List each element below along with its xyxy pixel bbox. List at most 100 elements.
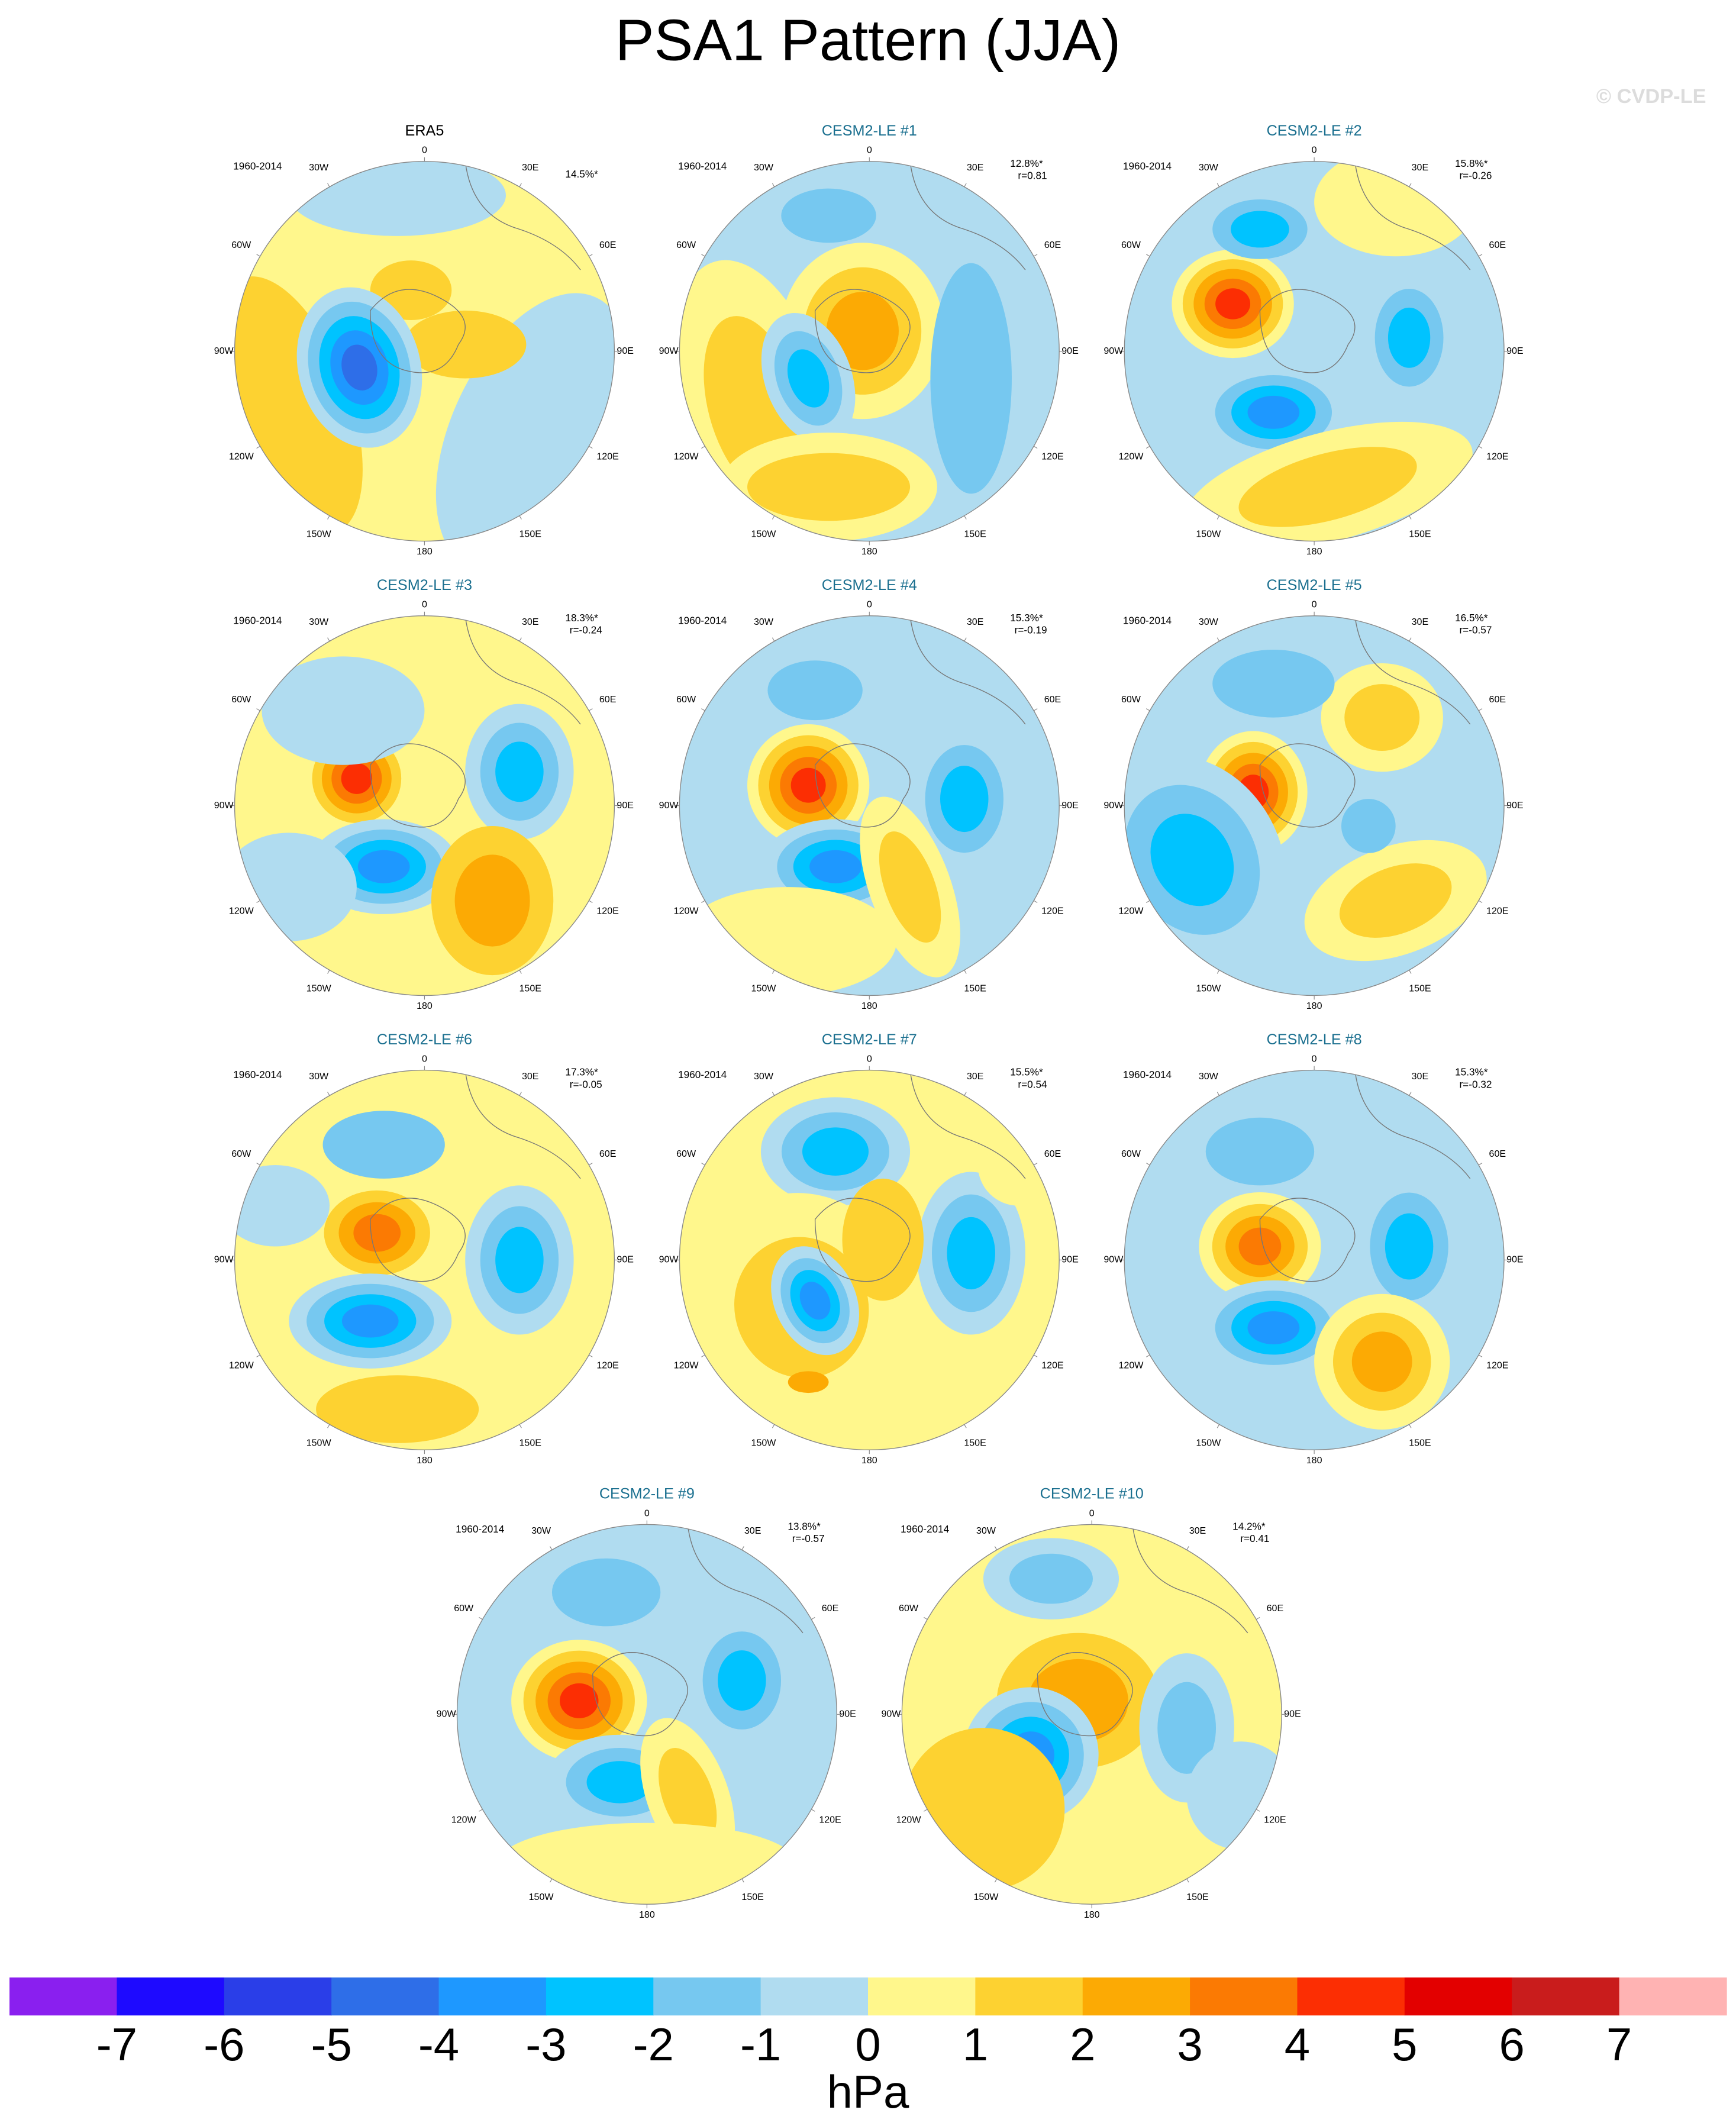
lon-label: 150E — [964, 983, 986, 993]
graticule-tick — [1409, 183, 1412, 188]
graticule-tick — [701, 900, 705, 903]
graticule-tick — [327, 183, 330, 188]
lon-label: 60E — [1489, 694, 1506, 705]
map-panel: 0 30E 60E 90E 120E 150E 180 150W 120W 90W 60W 30W CE… — [659, 577, 1079, 1011]
map-panel: 0 30E 60E 90E 120E 150E 180 150W 120W 90W 60W 30W CE… — [881, 1486, 1301, 1920]
colorbar-tick-label: 0 — [855, 2018, 880, 2070]
lon-label: 180 — [861, 1455, 877, 1466]
map-panel: 0 30E 60E 90E 120E 150E 180 150W 120W 90W 60W 30W CE… — [1103, 1031, 1523, 1466]
contour-region — [316, 1375, 479, 1443]
lon-label: 150W — [306, 983, 332, 993]
lon-label: 90W — [214, 346, 234, 356]
lon-label: 30E — [1412, 1071, 1429, 1082]
colorbar-tick-label: -1 — [740, 2018, 781, 2070]
lon-label: 150E — [519, 983, 541, 993]
contour-region — [1205, 1117, 1315, 1186]
map-panel: 0 30E 60E 90E 120E 150E 180 150W 120W 90W 60W 30W CE… — [214, 577, 634, 1011]
panel-title: CESM2-LE #6 — [377, 1031, 472, 1048]
graticule-tick — [1186, 1546, 1189, 1550]
period: 1960-2014 — [233, 614, 282, 626]
graticule-tick — [519, 183, 522, 188]
lon-label: 90W — [214, 800, 234, 811]
graticule-tick — [479, 1617, 483, 1620]
panel-title: CESM2-LE #1 — [822, 122, 917, 139]
graticule-tick — [1033, 446, 1038, 449]
graticule-tick — [741, 1878, 744, 1883]
lon-label: 120E — [1041, 451, 1063, 462]
contour-region — [767, 660, 863, 721]
colorbar-swatch — [1404, 1977, 1512, 2016]
lon-label: 30E — [967, 617, 984, 627]
lon-label: 180 — [1306, 1001, 1322, 1011]
graticule-tick — [924, 1617, 928, 1620]
lon-label: 150W — [306, 1437, 332, 1448]
graticule-tick — [994, 1546, 998, 1550]
graticule-tick — [1256, 1809, 1260, 1812]
colorbar-tick-label: 1 — [963, 2018, 988, 2070]
figure-title: PSA1 Pattern (JJA) — [615, 8, 1121, 73]
graticule-tick — [1217, 637, 1220, 641]
lon-label: 150E — [1409, 983, 1431, 993]
contour-region — [842, 1178, 924, 1301]
colorbar-tick-label: 4 — [1285, 2018, 1310, 2070]
contour-region — [1385, 1213, 1434, 1280]
contour-region — [495, 1227, 544, 1293]
graticule-tick — [1478, 1163, 1483, 1166]
contour-region — [1344, 684, 1420, 751]
lon-label: 180 — [1306, 1455, 1322, 1466]
lon-label: 120E — [1486, 906, 1508, 917]
lon-label: 30W — [309, 1071, 329, 1082]
lon-label: 120W — [229, 1360, 254, 1370]
lon-label: 60W — [454, 1603, 474, 1614]
graticule-tick — [519, 637, 522, 641]
graticule-tick — [1409, 515, 1412, 520]
contour-field — [457, 1524, 837, 1905]
graticule-tick — [256, 1163, 260, 1166]
lon-label: 120W — [674, 451, 699, 462]
graticule-tick — [327, 1092, 330, 1096]
colorbar-tick-label: -7 — [96, 2018, 137, 2070]
colorbar-tick-label: -2 — [633, 2018, 674, 2070]
coastline — [814, 1198, 911, 1282]
contour-region — [809, 850, 861, 883]
graticule-tick — [256, 446, 260, 449]
lon-label: 90E — [617, 1254, 634, 1265]
coastline — [370, 743, 466, 828]
graticule-tick — [772, 637, 775, 641]
colorbar-tick-label: -4 — [418, 2018, 459, 2070]
lon-label: 60W — [231, 240, 251, 250]
contour-region — [879, 831, 941, 943]
graticule-tick — [1217, 1092, 1220, 1096]
pattern-correlation: r=-0.32 — [1459, 1078, 1492, 1090]
variance-pct: 16.5%* — [1455, 612, 1488, 624]
panel-title: CESM2-LE #5 — [1267, 577, 1362, 593]
lon-label: 60W — [231, 694, 251, 705]
lon-label: 90W — [1103, 800, 1124, 811]
contour-region — [787, 349, 830, 408]
variance-pct: 18.3%* — [565, 612, 598, 624]
contour-region — [495, 741, 544, 802]
lon-label: 90E — [617, 800, 634, 811]
contour-region — [940, 766, 989, 833]
graticule-tick — [1145, 708, 1150, 711]
pattern-correlation: r=0.54 — [1018, 1078, 1047, 1090]
lon-label: 60E — [599, 694, 617, 705]
period: 1960-2014 — [1123, 614, 1172, 626]
period: 1960-2014 — [678, 1069, 727, 1080]
lon-label: 60E — [599, 240, 617, 250]
lon-label: 150E — [741, 1892, 763, 1902]
graticule-tick — [589, 446, 593, 449]
map-panel: 0 30E 60E 90E 120E 150E 180 150W 120W 90W 60W 30W ER… — [214, 122, 634, 557]
contour-region — [262, 656, 425, 765]
colorbar-swatch — [868, 1977, 976, 2016]
contour-field — [234, 1070, 615, 1450]
lon-label: 150E — [964, 1437, 986, 1448]
lon-label: 150E — [1186, 1892, 1208, 1902]
coastline — [464, 161, 581, 270]
lon-label: 120E — [1486, 451, 1508, 462]
graticule-tick — [549, 1878, 553, 1883]
colorbar-tick-label: 2 — [1070, 2018, 1095, 2070]
lon-label: 30E — [967, 162, 984, 173]
colorbar-swatch — [760, 1977, 869, 2016]
graticule-tick — [519, 1424, 522, 1428]
